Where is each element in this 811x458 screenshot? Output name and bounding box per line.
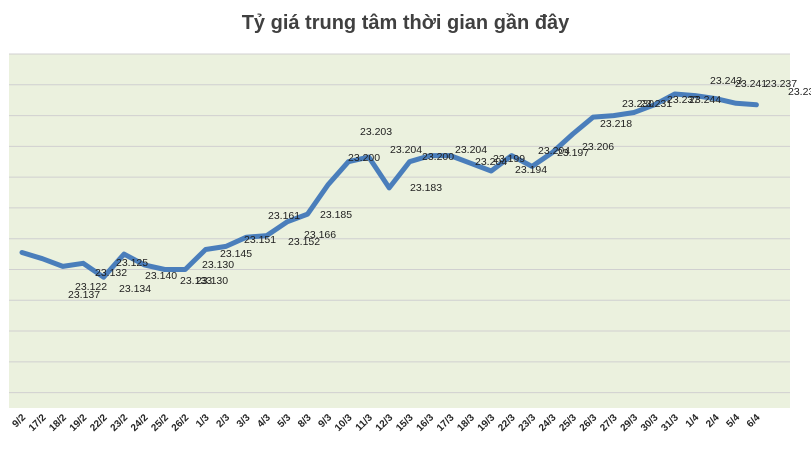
series-line-path xyxy=(19,91,759,280)
x-tick-label: 2/4 xyxy=(704,412,722,430)
data-label: 23.130 xyxy=(202,259,234,271)
data-label: 23.244 xyxy=(689,94,721,106)
x-tick-label: 17/3 xyxy=(435,412,457,434)
x-tick-label: 16/3 xyxy=(415,412,437,434)
data-label: 23.199 xyxy=(493,153,525,165)
x-tick-label: 8/3 xyxy=(296,412,314,430)
data-label: 23.122 xyxy=(75,281,107,293)
x-tick-label: 25/3 xyxy=(557,412,579,434)
data-label: 23.200 xyxy=(422,151,454,163)
x-tick-label: 24/2 xyxy=(129,412,151,434)
data-label: 23.137 xyxy=(68,289,100,301)
data-label: 23.132 xyxy=(95,267,127,279)
data-label: 23.140 xyxy=(145,270,177,282)
plot-area xyxy=(9,54,790,408)
data-label: 23.200 xyxy=(348,152,380,164)
x-tick-label: 19/2 xyxy=(68,412,90,434)
data-label: 23.197 xyxy=(557,147,589,159)
x-tick-label: 15/3 xyxy=(394,412,416,434)
data-label: 23.237 xyxy=(765,78,797,90)
x-tick-label: 26/2 xyxy=(170,412,192,434)
data-label: 23.243 xyxy=(710,75,742,87)
x-tick-label: 24/3 xyxy=(537,412,559,434)
x-tick-label: 12/3 xyxy=(374,412,396,434)
data-label: 23.204 xyxy=(538,145,570,157)
x-tick-label: 19/3 xyxy=(476,412,498,434)
x-tick-label: 29/3 xyxy=(619,412,641,434)
data-label: 23.204 xyxy=(455,144,487,156)
x-tick-label: 1/4 xyxy=(684,412,702,430)
data-label: 23.183 xyxy=(410,182,442,194)
gridlines xyxy=(9,53,790,394)
data-label: 23.218 xyxy=(600,118,632,130)
data-label: 23.152 xyxy=(288,236,320,248)
x-tick-label: 5/4 xyxy=(725,412,743,430)
chart-title: Tỷ giá trung tâm thời gian gần đây xyxy=(241,12,570,34)
data-label: 23.206 xyxy=(582,141,614,153)
x-tick-label: 31/3 xyxy=(659,412,681,434)
data-label: 23.166 xyxy=(304,229,336,241)
x-tick-label: 18/3 xyxy=(455,412,477,434)
series-line xyxy=(19,91,759,280)
x-tick-label: 17/2 xyxy=(27,412,49,434)
data-label: 23.134 xyxy=(119,283,151,295)
x-tick-label: 27/3 xyxy=(598,412,620,434)
data-label: 23.230 xyxy=(622,98,654,110)
data-label: 23.194 xyxy=(515,164,547,176)
x-tick-label: 22/2 xyxy=(88,412,110,434)
x-tick-label: 2/3 xyxy=(215,412,233,430)
x-tick-label: 9/3 xyxy=(317,412,335,430)
data-label: 23.151 xyxy=(244,234,276,246)
data-label: 23.241 xyxy=(735,78,767,90)
x-tick-label: 23/2 xyxy=(109,412,131,434)
data-label: 23.130 xyxy=(196,275,228,287)
x-tick-label: 26/3 xyxy=(578,412,600,434)
x-tick-label: 30/3 xyxy=(639,412,661,434)
x-tick-label: 23/3 xyxy=(517,412,539,434)
x-tick-label: 22/3 xyxy=(496,412,518,434)
data-label: 23.161 xyxy=(268,210,300,222)
x-tick-label: 25/2 xyxy=(149,412,171,434)
data-label: 23.204 xyxy=(475,156,507,168)
x-tick-label: 9/2 xyxy=(11,412,29,430)
data-label: 23.133 xyxy=(180,275,212,287)
data-label: 23.203 xyxy=(360,126,392,138)
data-label: 23.204 xyxy=(390,144,422,156)
data-label: 23.185 xyxy=(320,209,352,221)
x-tick-label: 1/3 xyxy=(194,412,212,430)
x-tick-labels: 9/217/218/219/222/223/224/225/226/2 1/3 2/… xyxy=(11,412,763,434)
x-tick-label: 3/3 xyxy=(235,412,253,430)
data-label: 23.237 xyxy=(667,94,699,106)
x-tick-label: 10/3 xyxy=(333,412,355,434)
x-tick-label: 6/4 xyxy=(745,412,763,430)
x-tick-label: 11/3 xyxy=(354,412,375,433)
data-label: 23.236 xyxy=(788,86,811,98)
x-tick-label: 18/2 xyxy=(47,412,69,434)
x-tick-label: 4/3 xyxy=(255,412,273,430)
data-label: 23.125 xyxy=(116,257,148,269)
x-tick-label: 5/3 xyxy=(276,412,294,430)
data-label: 23.231 xyxy=(640,98,672,110)
data-label: 23.145 xyxy=(220,248,252,260)
